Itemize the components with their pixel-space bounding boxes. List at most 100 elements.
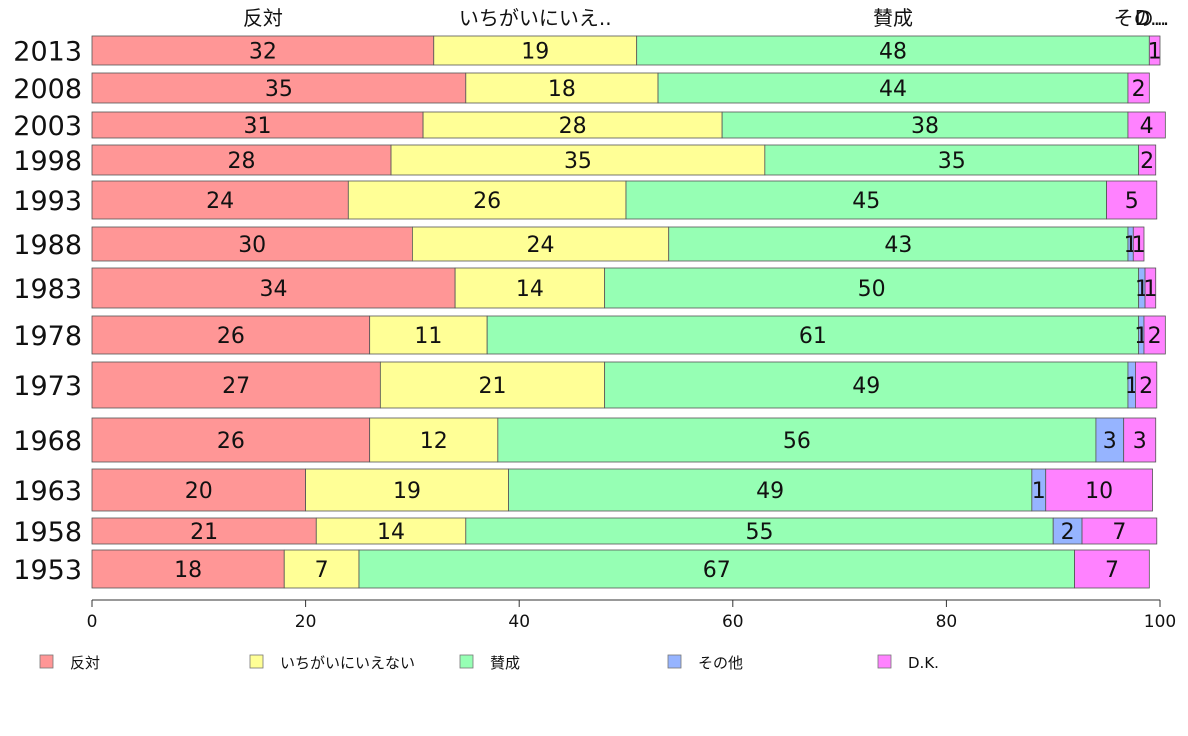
category-label: 2013 <box>13 37 82 68</box>
bar-segment <box>1052 517 1083 545</box>
data-label: 26 <box>473 189 501 214</box>
bar-segment <box>764 144 1140 176</box>
legend-item-0: 反対 <box>39 654 100 672</box>
bar-row-1973: 1973 27 21 49 1 2 <box>13 361 1158 409</box>
data-label: 2 <box>1132 77 1146 102</box>
bar-segment <box>625 180 1108 220</box>
series-header-labels: 反対 いちがいにいえ.. 賛成 その..D... <box>243 6 1169 30</box>
data-label: 48 <box>879 40 907 65</box>
bar-segment <box>1127 72 1150 104</box>
category-label: 1968 <box>13 426 82 457</box>
category-label: 1958 <box>13 517 82 548</box>
data-label: 5 <box>1125 189 1139 214</box>
data-label: 1 <box>1148 40 1162 65</box>
data-label: 43 <box>884 233 912 258</box>
bar-segment <box>369 417 499 463</box>
bar-row-1963: 1963 20 19 49 1 10 <box>13 468 1153 512</box>
bar-segment <box>315 517 467 545</box>
x-tick-label: 80 <box>936 612 958 632</box>
bar-row-1993: 1993 24 26 45 5 <box>13 180 1158 220</box>
bar-row-2003: 2003 31 28 38 4 <box>13 111 1166 142</box>
bar-segment <box>422 111 723 139</box>
bar-segment <box>91 468 307 512</box>
bar-segment <box>91 315 371 355</box>
bar-row-1983: 1983 34 14 50 11 <box>13 267 1157 309</box>
x-tick-label: 0 <box>87 612 98 632</box>
legend-item-2: 賛成 <box>459 654 520 672</box>
data-label: 2 <box>1061 520 1075 545</box>
bar-segment <box>91 180 349 220</box>
series-header-1: いちがいにいえ.. <box>459 6 612 30</box>
data-label: 44 <box>879 77 907 102</box>
legend: 反対 いちがいにいえない 賛成 その他 D.K. <box>39 654 939 672</box>
series-header-4: D... <box>1135 6 1169 30</box>
data-label: 21 <box>479 374 507 399</box>
bar-segment <box>91 267 456 309</box>
data-label: 35 <box>564 149 592 174</box>
data-label: 27 <box>222 374 250 399</box>
data-label: 2 <box>1139 374 1153 399</box>
bar-segment <box>465 72 659 104</box>
bar-segment <box>91 517 317 545</box>
data-label: 28 <box>559 114 587 139</box>
bar-segment <box>1143 315 1166 355</box>
legend-label: いちがいにいえない <box>280 654 415 672</box>
series-header-2: 賛成 <box>873 6 913 30</box>
data-label: 45 <box>852 189 880 214</box>
series-header-0: 反対 <box>243 6 283 30</box>
legend-swatch <box>39 654 54 669</box>
legend-item-3: その他 <box>667 654 743 672</box>
category-label: 1998 <box>13 146 82 177</box>
legend-label: 反対 <box>70 654 100 672</box>
category-label: 1953 <box>13 555 82 586</box>
bar-segment <box>91 226 413 262</box>
bar-segment <box>497 417 1097 463</box>
bar-segment <box>508 468 1033 512</box>
data-label: 56 <box>783 429 811 454</box>
data-label: 14 <box>516 277 544 302</box>
bar-segment <box>91 549 285 589</box>
legend-swatch <box>459 654 474 669</box>
data-label: 34 <box>260 277 288 302</box>
bar-segment <box>91 361 381 409</box>
bar-segment <box>358 549 1075 589</box>
x-tick-label: 20 <box>295 612 317 632</box>
legend-swatch <box>249 654 264 669</box>
data-label: 49 <box>756 479 784 504</box>
bar-segment <box>390 144 766 176</box>
bar-segment <box>1144 267 1157 309</box>
legend-item-1: いちがいにいえない <box>249 654 415 672</box>
data-label: 28 <box>228 149 256 174</box>
x-tick-label: 100 <box>1144 612 1176 632</box>
bar-segment <box>1135 361 1158 409</box>
bar-row-2008: 2008 35 18 44 2 <box>13 72 1150 105</box>
data-label: 67 <box>703 558 731 583</box>
category-label: 1963 <box>13 476 82 507</box>
data-label: 35 <box>938 149 966 174</box>
series-header-3: その.. <box>1114 6 1167 30</box>
bar-segment <box>604 267 1140 309</box>
bar-segment <box>283 549 360 589</box>
data-label: 26 <box>217 429 245 454</box>
bar-segment <box>1138 144 1157 176</box>
data-label: 7 <box>1105 558 1119 583</box>
data-label: 7 <box>315 558 329 583</box>
data-label: 18 <box>174 558 202 583</box>
bar-segment <box>411 226 670 262</box>
data-label: 49 <box>852 374 880 399</box>
category-label: 2003 <box>13 111 82 142</box>
data-label: 20 <box>185 479 213 504</box>
bar-segment <box>1045 468 1153 512</box>
bar-row-1988: 1988 30 24 43 11 <box>13 226 1146 262</box>
category-label: 1983 <box>13 274 82 305</box>
legend-swatch <box>877 654 892 669</box>
data-label: 19 <box>393 479 421 504</box>
bar-row-1998: 1998 28 35 35 2 <box>13 144 1157 177</box>
data-label: 1 <box>1032 479 1046 504</box>
x-tick-label: 60 <box>722 612 744 632</box>
bar-segment <box>1074 549 1150 589</box>
bar-segment <box>91 111 424 139</box>
legend-item-4: D.K. <box>877 654 939 672</box>
data-label: 10 <box>1085 479 1113 504</box>
